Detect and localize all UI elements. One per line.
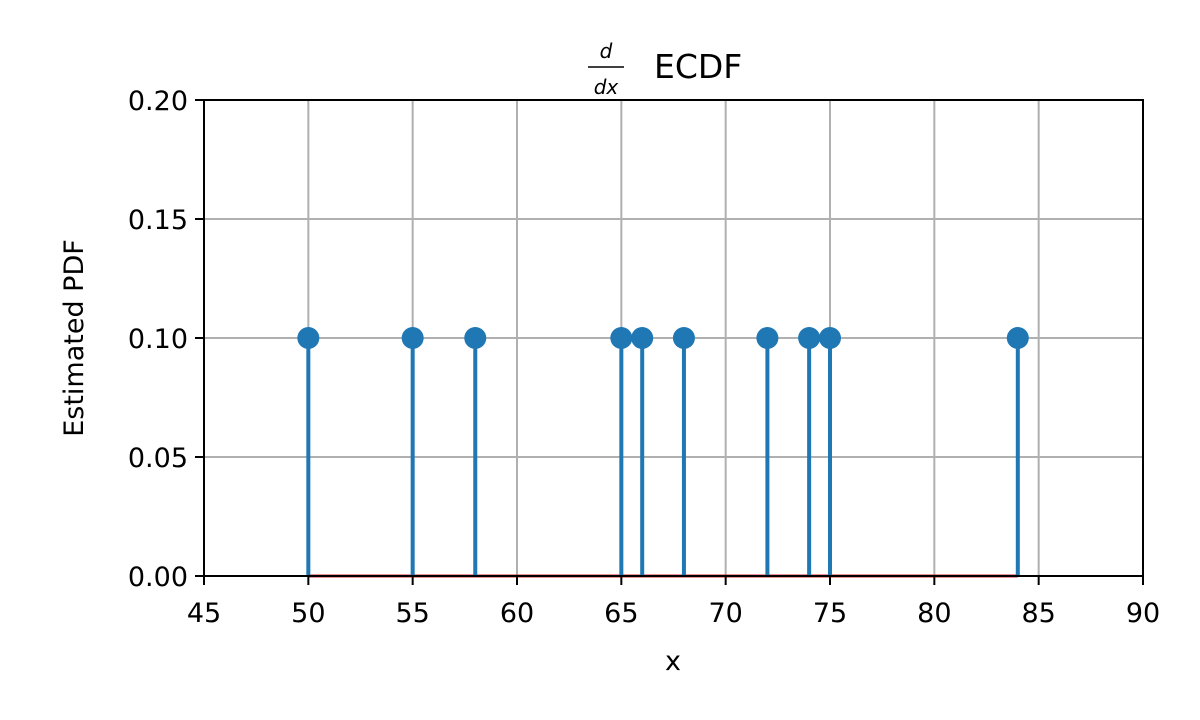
title-fraction-denominator: dx (594, 75, 619, 99)
stem-series (297, 327, 1029, 576)
x-tick-label: 60 (500, 598, 534, 629)
x-axis-label: x (665, 646, 681, 677)
stem-marker (631, 327, 654, 349)
x-tick-label: 45 (187, 598, 221, 629)
y-tick-label: 0.00 (128, 562, 188, 593)
x-tick-label: 65 (604, 598, 638, 629)
stem-marker (672, 327, 695, 349)
y-tick-label: 0.10 (128, 324, 188, 355)
x-tick-label: 70 (708, 598, 742, 629)
x-tick-label: 90 (1126, 598, 1160, 629)
y-axis-label: Estimated PDF (59, 239, 90, 437)
chart-title: d dx ECDF (588, 39, 742, 99)
title-text: ECDF (654, 47, 742, 86)
stem-marker (297, 327, 320, 349)
x-tick-label: 75 (813, 598, 847, 629)
title-fraction-numerator: d (600, 39, 613, 63)
x-tick-label: 80 (917, 598, 951, 629)
y-axis-ticks: 0.00 0.05 0.10 0.15 0.20 (128, 86, 204, 593)
y-tick-label: 0.05 (128, 443, 188, 474)
stem-marker (464, 327, 487, 349)
stem-marker (756, 327, 779, 349)
stem-marker (1006, 327, 1029, 349)
stem-marker (610, 327, 633, 349)
stem-marker (819, 327, 841, 349)
x-tick-label: 50 (291, 598, 325, 629)
x-axis-ticks: 45 50 55 60 65 70 75 80 85 90 (187, 576, 1160, 629)
x-tick-label: 55 (395, 598, 429, 629)
x-tick-label: 85 (1021, 598, 1055, 629)
y-tick-label: 0.20 (128, 86, 188, 117)
y-tick-label: 0.15 (128, 205, 188, 236)
stem-marker (401, 327, 424, 349)
stem-marker (798, 327, 821, 349)
